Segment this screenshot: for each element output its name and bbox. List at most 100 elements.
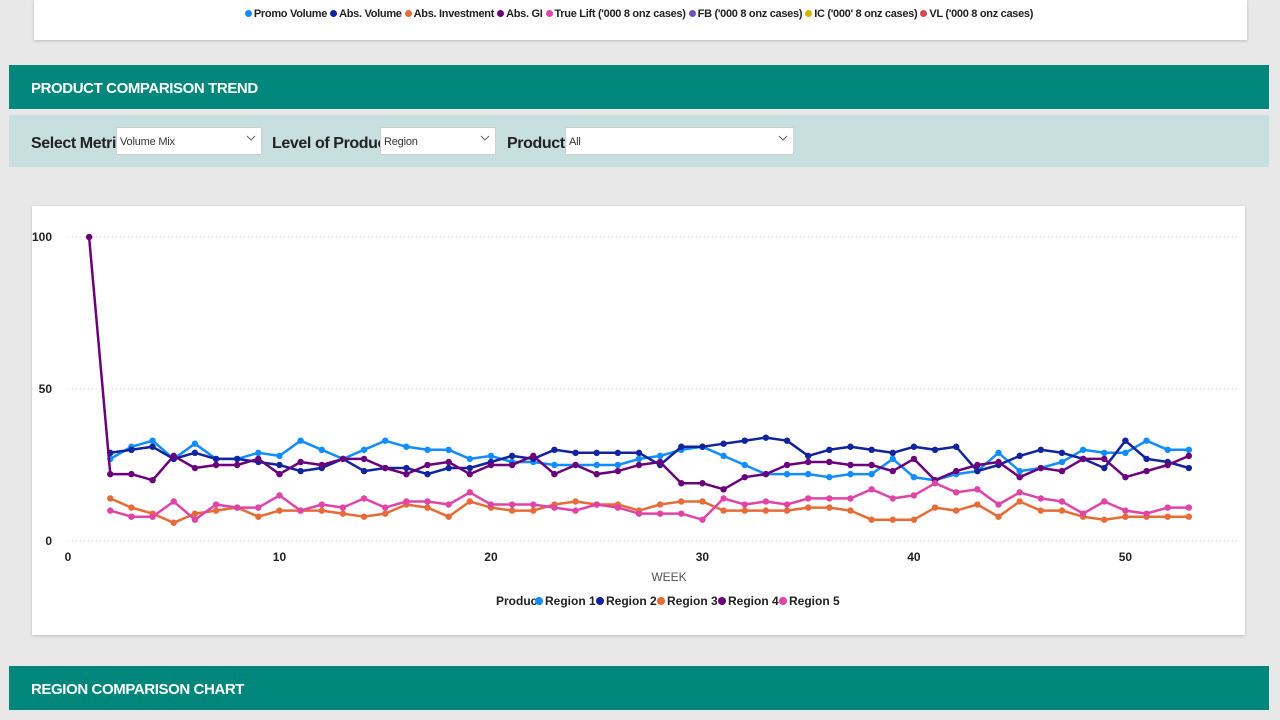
data-point[interactable] [233,455,241,463]
data-point[interactable] [466,470,474,478]
data-point[interactable] [868,470,875,478]
data-point[interactable] [826,458,833,466]
data-point[interactable] [191,449,199,457]
data-point[interactable] [128,513,135,520]
data-point[interactable] [382,510,389,517]
data-point[interactable] [826,495,833,502]
data-point[interactable] [276,492,283,499]
data-point[interactable] [128,470,135,478]
data-point[interactable] [149,477,156,484]
data-point[interactable] [974,501,981,508]
legend-item-label[interactable]: Region 1 [545,594,596,608]
data-point[interactable] [656,501,664,508]
data-point[interactable] [953,443,960,450]
data-point[interactable] [318,507,325,514]
data-point[interactable] [656,452,664,460]
data-point[interactable] [276,507,283,514]
data-point[interactable] [720,452,727,460]
data-point[interactable] [403,464,410,472]
data-point[interactable] [382,464,389,472]
data-point[interactable] [233,504,241,511]
data-point[interactable] [530,507,537,514]
legend-item-label[interactable]: Region 2 [606,594,657,608]
metric-legend-item[interactable]: Abs. GI [497,8,543,20]
data-point[interactable] [445,464,452,472]
data-point[interactable] [107,495,114,502]
data-point[interactable] [889,467,896,475]
data-point[interactable] [614,461,622,469]
data-point[interactable] [191,464,199,472]
level-of-product-dropdown[interactable]: Region [380,127,496,155]
data-point[interactable] [191,440,199,447]
data-point[interactable] [804,495,812,502]
data-point[interactable] [868,446,875,453]
data-point[interactable] [678,480,685,487]
data-point[interactable] [466,455,474,463]
metric-legend-item[interactable]: VL ('000 8 onz cases) [920,8,1033,20]
data-point[interactable] [678,498,685,505]
data-point[interactable] [424,461,431,469]
data-point[interactable] [297,507,304,514]
data-point[interactable] [487,501,495,508]
data-point[interactable] [741,473,748,481]
data-point[interactable] [1037,464,1045,472]
data-point[interactable] [804,452,812,460]
data-point[interactable] [1143,467,1150,475]
data-point[interactable] [804,458,812,466]
data-point[interactable] [868,486,875,493]
data-point[interactable] [699,516,706,523]
data-point[interactable] [445,458,452,466]
data-point[interactable] [826,446,833,453]
data-point[interactable] [445,446,452,453]
data-point[interactable] [403,498,410,505]
data-point[interactable] [1185,446,1193,453]
data-point[interactable] [783,461,791,469]
data-point[interactable] [1143,437,1150,444]
data-point[interactable] [1122,507,1129,514]
data-point[interactable] [762,507,770,514]
data-point[interactable] [995,449,1002,457]
data-point[interactable] [1122,449,1129,457]
data-point[interactable] [741,501,748,508]
data-point[interactable] [1185,513,1193,520]
metric-legend-item[interactable]: True Lift ('000 8 onz cases) [545,8,686,20]
data-point[interactable] [572,461,579,469]
data-point[interactable] [1037,446,1045,453]
data-point[interactable] [339,504,347,511]
data-point[interactable] [297,458,304,466]
data-point[interactable] [614,467,622,475]
data-point[interactable] [233,461,241,469]
data-point[interactable] [170,519,177,526]
data-point[interactable] [804,504,812,511]
legend-item-label[interactable]: Region 4 [728,594,779,608]
data-point[interactable] [212,461,220,469]
data-point[interactable] [1079,446,1087,453]
data-point[interactable] [889,455,896,463]
data-point[interactable] [635,449,643,457]
data-point[interactable] [572,507,579,514]
legend-item-label[interactable]: Region 5 [789,594,840,608]
data-point[interactable] [635,510,643,517]
data-point[interactable] [847,507,854,514]
data-point[interactable] [572,498,579,505]
data-point[interactable] [297,437,304,444]
data-point[interactable] [1143,455,1150,463]
data-point[interactable] [720,440,727,447]
data-point[interactable] [487,461,495,469]
data-point[interactable] [212,507,220,514]
data-point[interactable] [762,470,770,478]
data-point[interactable] [1058,507,1066,514]
data-point[interactable] [466,464,474,472]
data-point[interactable] [1164,504,1171,511]
data-point[interactable] [128,446,135,453]
data-point[interactable] [889,516,896,523]
data-point[interactable] [910,443,918,450]
data-point[interactable] [1079,455,1087,463]
data-point[interactable] [508,452,516,460]
data-point[interactable] [551,461,558,469]
data-point[interactable] [1185,464,1193,472]
data-point[interactable] [212,455,220,463]
data-point[interactable] [910,516,918,523]
data-point[interactable] [424,470,431,478]
data-point[interactable] [720,507,727,514]
